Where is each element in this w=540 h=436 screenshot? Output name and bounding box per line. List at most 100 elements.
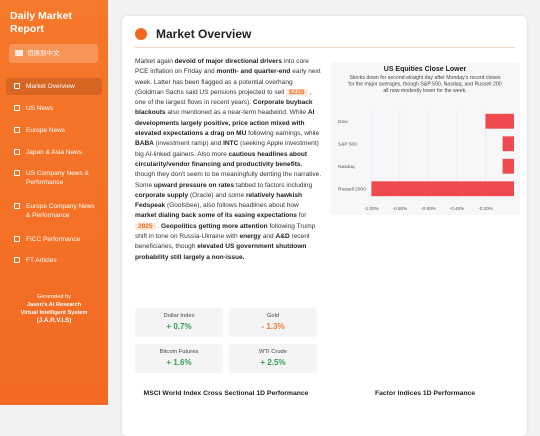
text: and [260,233,276,241]
nav-label[interactable]: Japan & Asia News [26,149,83,156]
stat-value: + 2.5% [260,358,286,367]
text: (Oracle) and some [188,191,246,199]
nav-label[interactable]: Europe News [26,127,66,134]
text: also mentioned as a near-term headwind. … [165,109,308,117]
footer-line: Generated by [37,294,71,300]
nav-item[interactable]: US News [6,100,102,117]
flag-icon [15,50,23,56]
nav-item[interactable]: FICC Performance [6,231,102,248]
text: . [155,222,162,230]
nav-item[interactable]: Europe News [6,122,102,139]
stat-card: Bitcoin Futures + 1.6% [135,344,223,373]
footer-line: Virtual Intelligent System [20,310,88,316]
content-card: Market Overview Market again devoid of m… [122,16,527,436]
page: Daily Market Report 切换到中文 Market Overvie… [0,0,527,436]
stat-value: + 0.7% [166,322,192,331]
text: , one of the largest flows in recent yea… [135,88,312,107]
bold-text: elevated US government shutdown probabil… [135,243,307,261]
x-tick-label: -0.60% [421,206,436,211]
bar [371,181,514,197]
nav-icon [14,83,20,89]
bold-text: market dialing back some of its easing e… [135,212,297,220]
chart-subtitle: Stocks down for second-straight day afte… [348,75,501,94]
footer: Generated by Jason's AI Research Virtual I… [0,293,108,325]
subsection-title: Factor Indices 1D Performance [374,390,476,397]
highlight-text: $22B [286,88,308,96]
globe-icon [135,28,147,40]
stat-label: Gold [266,313,280,319]
bold-text: A&D [275,233,290,241]
highlight-text: 2025 [135,222,156,230]
bold-text: corporate supply [135,191,189,199]
nav-label[interactable]: Europe Company News & Performance [26,203,95,219]
nav-item[interactable]: Japan & Asia News [6,144,102,161]
nav-icon [14,127,20,133]
stat-value: + 1.6% [166,358,192,367]
nav-label[interactable]: Market Overview [26,83,75,90]
text: (seeking Apple investment) big AI-linked… [135,140,319,158]
stat-card: WTI Crude + 2.5% [229,344,317,373]
x-tick-label: -0.80% [393,206,408,211]
text: (investment ramp) and [153,140,224,148]
x-tick-label: -0.20% [478,206,493,211]
text: , though they don't seem to be meaningfu… [135,160,322,189]
overview-text: Market again devoid of major directional… [135,57,322,263]
bold-text: BABA [135,140,154,148]
bar [502,136,514,152]
y-tick-label: Dow [338,119,348,125]
bold-text: AI developments largely positive, price … [135,109,315,138]
nav-item[interactable]: Market Overview [6,78,102,95]
nav-icon [14,257,20,263]
y-tick-label: Nasdaq [338,164,355,170]
text: tabbed to factors including [233,181,313,189]
nav-icon [14,105,20,111]
nav-label[interactable]: US News [26,105,54,112]
text: (Goolsbee), also follows headlines about… [165,202,299,210]
nav-label[interactable]: US Company News & Performance [26,170,89,186]
nav-icon [14,149,20,155]
bold-text: month- and quarter-end [216,68,291,76]
bold-text: upward pressure on rates [153,181,234,189]
chart-panel: US Equities Close Lower Stocks down for s… [330,62,520,215]
text: Market again [135,58,175,65]
language-button[interactable]: 切换到中文 [9,44,98,63]
bold-text: Geopolitics getting more attention [161,222,268,230]
stat-label: Bitcoin Futures [159,349,199,355]
y-tick-label: S&P 500 [338,141,357,147]
bold-text: relatively hawkish Fedspeak [135,191,303,210]
nav-item[interactable]: Europe Company News & Performance [6,198,102,224]
x-tick-label: -0.40% [450,206,465,211]
y-tick-label: Russell 2000 [338,186,366,192]
nav-icon [14,170,20,176]
language-label[interactable]: 切换到中文 [27,50,60,57]
nav-item[interactable]: US Company News & Performance [6,165,102,191]
bar [502,158,514,174]
nav-label[interactable]: FT Articles [26,257,57,264]
x-tick-label: -1.00% [364,206,379,211]
stat-label: Dollar Index [163,313,195,319]
stat-label: WTI Crude [258,349,288,355]
subsection-title: MSCI World Index Cross Sectional 1D Perf… [143,390,309,397]
bold-text: INTC [223,140,239,148]
bold-text: cautious headlines about circularity/ven… [135,150,308,168]
section-title: Market Overview [156,27,252,41]
stat-value: - 1.3% [261,322,285,331]
stat-card: Dollar Index + 0.7% [135,308,223,337]
nav-label[interactable]: FICC Performance [26,236,81,243]
bold-text: devoid of major directional drivers [174,58,282,65]
bold-text: energy [239,233,261,241]
nav-icon [14,203,20,209]
chart-title: US Equities Close Lower [384,66,467,73]
footer-line: Jason's AI Research [26,302,82,308]
chart: US Equities Close Lower Stocks down for s… [338,66,514,211]
sidebar: Daily Market Report 切换到中文 Market Overvie… [0,0,108,405]
text: early next week. Latter has been flagged… [135,68,321,96]
nav-item[interactable]: FT Articles [6,252,102,269]
text: for [296,212,307,220]
app-title: Daily Market Report [10,10,72,35]
text: recent beneficiaries, though [135,233,310,251]
stat-card: Gold - 1.3% [229,308,317,337]
text: following earnings, while [246,130,320,138]
section-header: Market Overview [135,26,515,48]
bold-text: Corporate buyback blackouts [135,99,313,117]
